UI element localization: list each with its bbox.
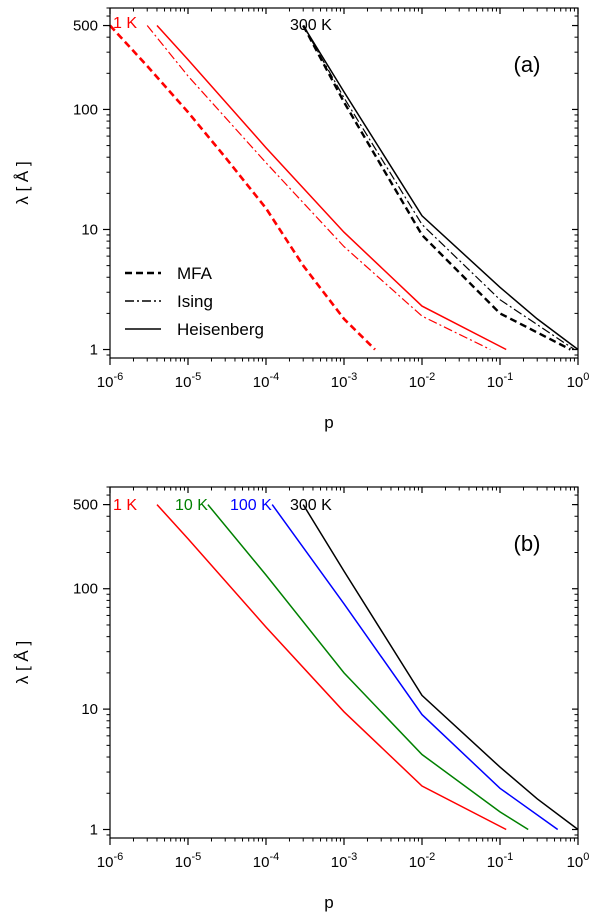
y-tick-label: 10 [81,221,98,238]
series-line-100k [271,504,559,831]
temperature-label: 1 K [113,497,137,514]
x-tick-label: 10-6 [97,371,123,391]
x-tick-label: 10-3 [331,851,357,871]
series-line-1k [156,504,507,831]
panel-b: 10-6 10-5 10-4 10-3 10-2 10-1 100 1 10 100 500 p λ [… [13,486,590,912]
y-tick-label: 100 [73,101,98,118]
series-line-300k-ising [302,25,575,350]
y-tick-label: 1 [90,822,98,839]
y-axis-title: λ [ Å ] [13,641,32,684]
x-tick-label: 10-1 [487,371,513,391]
plot-frame [109,486,579,839]
legend: MFA Ising Heisenberg [125,264,264,339]
y-tick-label: 1 [90,342,98,359]
x-tick-label: 100 [567,371,590,391]
series-line-300k-mfa [302,24,571,351]
series-line-300k-heisenberg [302,25,579,351]
temperature-label: 300 K [290,17,332,34]
x-tick-label: 10-5 [175,851,201,871]
y-axis-title: λ [ Å ] [13,161,32,204]
y-tick-label: 500 [73,497,98,514]
x-tick-label: 10-4 [253,371,279,391]
y-tick-label: 10 [81,701,98,718]
series-line-1k-heisenberg [156,24,507,351]
x-tick-label: 10-2 [409,851,435,871]
temperature-label: 10 K [175,497,208,514]
x-tick-label: 10-4 [253,851,279,871]
series-line-10k [207,504,529,831]
x-axis-title: p [324,413,333,432]
x-axis-title: p [324,893,333,912]
y-tick-label: 500 [73,18,98,35]
legend-label: MFA [177,264,213,283]
legend-label: Ising [177,292,213,311]
panel-a: 10-6 10-5 10-4 10-3 10-2 10-1 100 1 10 100 500 p λ [… [13,7,590,432]
temperature-label: 300 K [290,497,332,514]
x-tick-label: 10-3 [331,371,357,391]
x-tick-label: 10-5 [175,371,201,391]
x-tick-label: 10-1 [487,851,513,871]
temperature-label: 1 K [113,15,137,32]
series-line-300k [302,504,579,831]
legend-label: Heisenberg [177,320,264,339]
panel-label: (a) [514,52,541,77]
panel-label: (b) [514,531,541,556]
temperature-label: 100 K [230,497,272,514]
x-tick-label: 10-2 [409,371,435,391]
x-tick-label: 10-6 [97,851,123,871]
y-tick-label: 100 [73,581,98,598]
x-tick-label: 100 [567,851,590,871]
series-line-1k-ising [146,25,491,351]
series-line-1k-mfa [109,24,376,351]
